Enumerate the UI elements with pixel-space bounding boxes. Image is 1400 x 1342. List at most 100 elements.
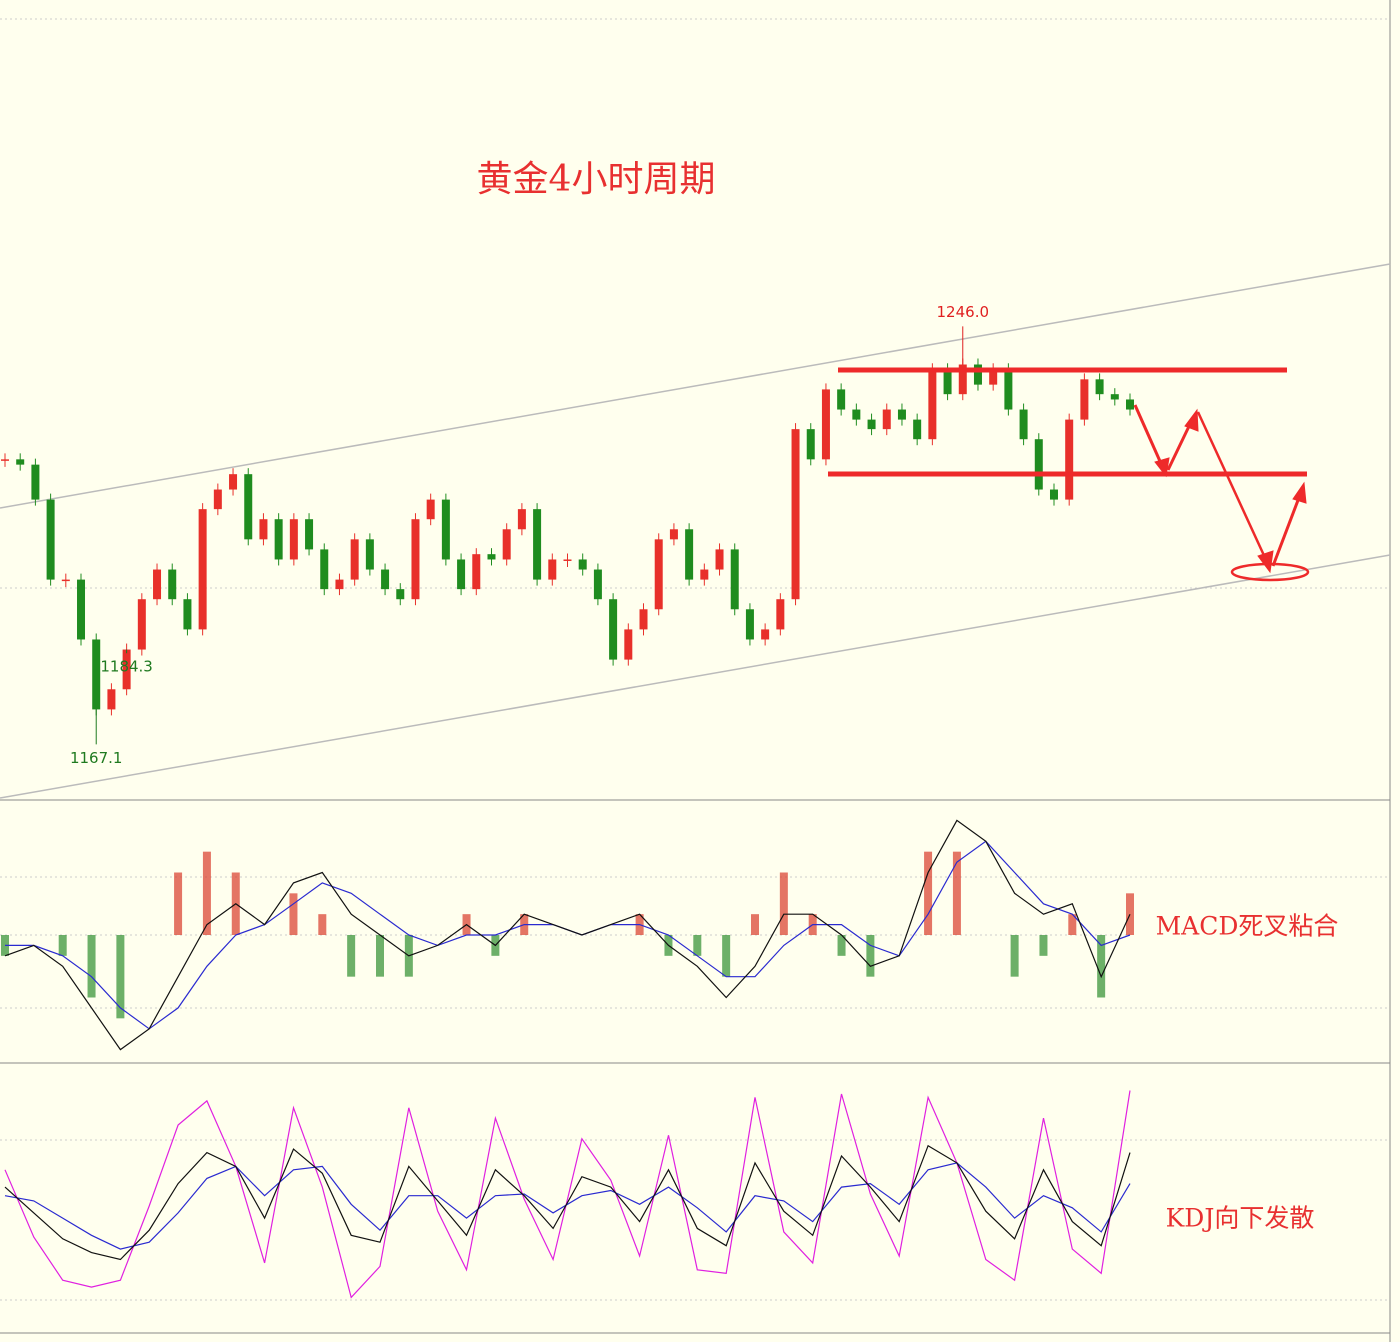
price-panel: 1167.1 1184.3 1246.0 — [1, 303, 1134, 767]
candle — [578, 559, 587, 570]
macd-bar — [376, 935, 384, 977]
macd-bar — [866, 935, 875, 977]
candle — [46, 499, 55, 580]
macd-bar — [58, 935, 67, 956]
macd-bar — [1126, 893, 1134, 935]
arrow — [1133, 404, 1165, 469]
macd-bar — [116, 935, 125, 1019]
macd-bar — [1039, 935, 1048, 956]
candle — [289, 519, 298, 560]
candle — [1, 459, 9, 461]
candle — [229, 474, 238, 490]
candle — [259, 519, 268, 540]
candle — [472, 554, 481, 590]
candle — [274, 519, 283, 560]
candle — [852, 409, 861, 420]
macd-bar — [751, 914, 759, 935]
candle — [654, 539, 663, 610]
candle — [943, 369, 952, 395]
candle — [700, 569, 709, 580]
candle — [639, 609, 648, 630]
candle — [882, 409, 891, 430]
candle — [168, 569, 177, 600]
macd-bar — [318, 914, 327, 935]
candle — [107, 689, 116, 710]
chart-title: 黄金4小时周期 — [477, 159, 716, 200]
candle — [16, 459, 25, 465]
candle — [457, 559, 466, 590]
candle — [761, 629, 770, 640]
macd-bar — [87, 935, 96, 998]
price-annotation: 1246.0 — [937, 303, 990, 321]
candle — [61, 579, 70, 582]
candle — [989, 369, 998, 385]
candle — [1034, 439, 1043, 490]
candle — [1004, 369, 1013, 410]
candle — [563, 559, 572, 561]
macd-bar — [1068, 914, 1077, 935]
candle — [958, 364, 967, 395]
candle — [1110, 394, 1119, 400]
d-line — [4, 1162, 1131, 1250]
candle — [821, 389, 830, 460]
candle — [213, 489, 222, 510]
k-line — [4, 1144, 1131, 1261]
candle — [867, 419, 876, 430]
candle — [609, 599, 618, 660]
candle — [396, 589, 405, 600]
candle — [92, 639, 101, 710]
macd-bar — [174, 872, 183, 935]
candle — [913, 419, 922, 440]
candle — [381, 569, 390, 590]
candle — [730, 549, 739, 610]
macd-bar — [837, 935, 846, 956]
arrow-head — [1184, 408, 1199, 432]
candle — [1126, 399, 1134, 410]
arrow-head — [1154, 457, 1170, 478]
j-line — [4, 1090, 1131, 1299]
candle — [669, 529, 678, 540]
target-ellipse — [1230, 562, 1310, 582]
macd-bar — [779, 872, 788, 935]
candle — [305, 519, 314, 550]
macd-bar — [1097, 935, 1106, 998]
candle — [441, 499, 450, 560]
macd-note: MACD死叉粘合 — [1156, 912, 1339, 941]
candle — [183, 599, 192, 630]
arrow — [1166, 419, 1194, 471]
candle — [593, 569, 602, 600]
candle — [411, 519, 420, 600]
candle — [928, 369, 937, 440]
kdj-panel — [4, 1090, 1131, 1299]
drawings — [828, 367, 1310, 582]
macd-bar — [924, 851, 933, 935]
channel-line — [0, 263, 1391, 509]
macd-bar — [289, 893, 298, 935]
candle — [244, 474, 253, 540]
arrow — [1271, 494, 1302, 567]
candle — [1065, 419, 1074, 500]
candle — [1019, 409, 1028, 440]
candle — [198, 509, 207, 630]
macd-bar — [722, 935, 731, 977]
macd-bar — [347, 935, 356, 977]
grid — [0, 18, 1390, 1301]
price-annotation: 1167.1 — [70, 749, 123, 767]
candle — [426, 499, 435, 520]
candle — [745, 609, 754, 640]
candle — [487, 554, 496, 560]
candle — [1080, 379, 1089, 420]
candle — [624, 629, 633, 660]
arrow — [1196, 411, 1269, 563]
candle — [837, 389, 846, 410]
candle — [973, 364, 982, 385]
candle — [517, 509, 526, 530]
arrow-head — [1292, 481, 1307, 504]
candle — [365, 539, 374, 570]
candle — [1095, 379, 1104, 395]
candle — [533, 509, 542, 580]
candle — [502, 529, 511, 560]
